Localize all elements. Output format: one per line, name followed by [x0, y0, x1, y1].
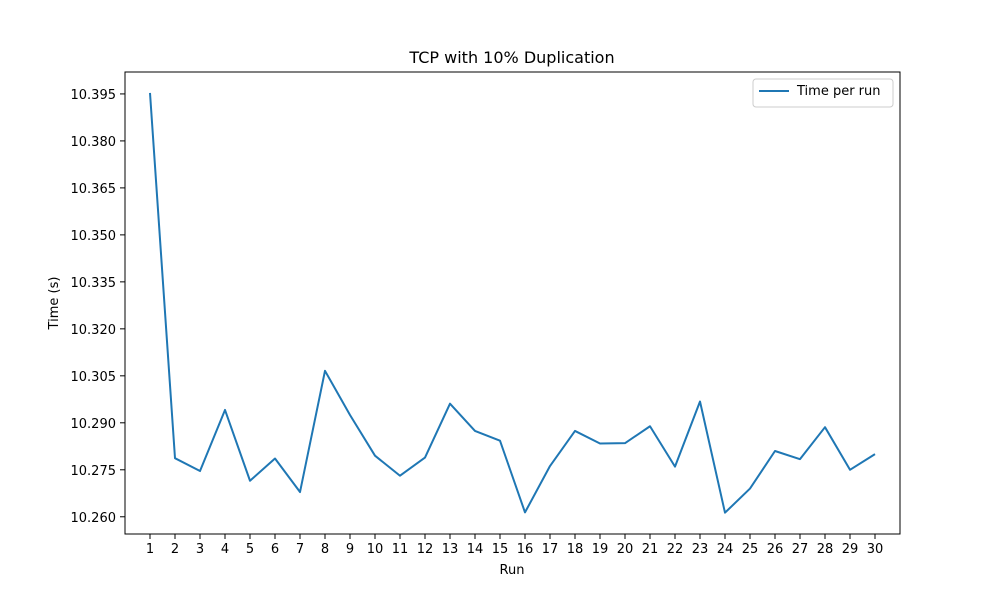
x-axis-label: Run: [500, 563, 525, 578]
y-tick-label: 10.290: [71, 417, 117, 432]
y-tick-label: 10.365: [71, 182, 117, 197]
series-line-time-per-run: [149, 92, 876, 514]
x-tick-label: 29: [842, 542, 859, 557]
x-tick-label: 4: [221, 542, 229, 557]
x-tick-label: 12: [417, 542, 434, 557]
x-tick-label: 3: [196, 542, 204, 557]
x-tick-label: 17: [542, 542, 559, 557]
x-tick-label: 5: [246, 542, 254, 557]
x-tick-label: 10: [367, 542, 384, 557]
legend-box: [752, 78, 894, 108]
series-layer: [149, 92, 876, 514]
x-tick-label: 26: [767, 542, 784, 557]
x-tick-label: 20: [617, 542, 634, 557]
y-tick-label: 10.320: [71, 323, 117, 338]
x-tick-label: 16: [517, 542, 534, 557]
x-tick-label: 15: [492, 542, 509, 557]
chart-title: TCP with 10% Duplication: [408, 48, 614, 67]
legend-label-time-per-run: Time per run: [796, 84, 881, 99]
x-tick-label: 13: [442, 542, 459, 557]
y-tick-label: 10.350: [71, 229, 117, 244]
x-tick-label: 22: [667, 542, 684, 557]
y-tick-label: 10.305: [71, 370, 117, 385]
legend: Time per run: [752, 78, 894, 108]
y-tick-label: 10.335: [71, 276, 117, 291]
x-tick-label: 1: [146, 542, 154, 557]
y-tick-label: 10.260: [71, 511, 117, 526]
x-axis: 1 2 3 4 5 6 7 8 9 10 11 12 13 14 15 16 17 18 19 20 21 22 23 24 2…: [146, 534, 883, 557]
x-tick-label: 24: [717, 542, 734, 557]
x-tick-label: 8: [321, 542, 329, 557]
x-tick-label: 19: [592, 542, 609, 557]
x-tick-label: 7: [296, 542, 304, 557]
x-tick-label: 14: [467, 542, 484, 557]
x-tick-label: 30: [867, 542, 884, 557]
y-axis-label: Time (s): [47, 277, 62, 331]
x-tick-label: 9: [346, 542, 354, 557]
x-tick-label: 21: [642, 542, 659, 557]
y-tick-label: 10.395: [71, 88, 117, 103]
x-tick-label: 28: [817, 542, 834, 557]
y-tick-label: 10.275: [71, 464, 117, 479]
y-axis: 10.260 10.275 10.290 10.305 10.320 10.335 10.3…: [71, 88, 125, 526]
x-tick-label: 2: [171, 542, 179, 557]
x-tick-label: 6: [271, 542, 279, 557]
x-tick-label: 18: [567, 542, 584, 557]
x-tick-label: 27: [792, 542, 809, 557]
plot-area: [124, 71, 901, 535]
x-tick-label: 11: [392, 542, 409, 557]
x-tick-label: 25: [742, 542, 759, 557]
y-tick-label: 10.380: [71, 135, 117, 150]
x-tick-label: 23: [692, 542, 709, 557]
